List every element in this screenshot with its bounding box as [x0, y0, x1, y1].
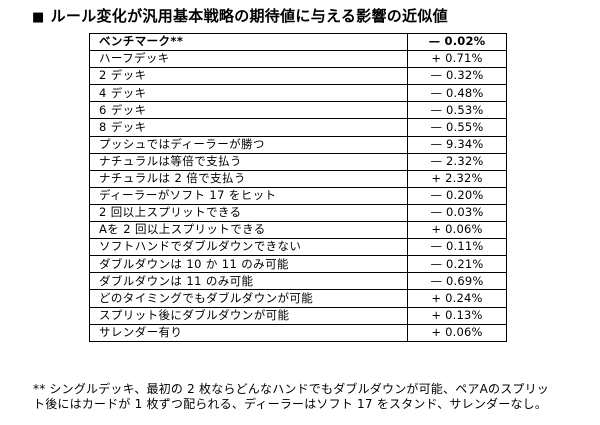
rule-ev-value: + 0.06% [407, 221, 507, 240]
table-row: 2 回以上スプリットできる — 0.03% [89, 203, 507, 223]
rule-ev-value: — 0.03% [407, 203, 507, 223]
rule-ev-value: + 0.24% [407, 289, 507, 308]
table-row: プッシュではディーラーが勝つ — 9.34% [89, 135, 507, 154]
rule-label: ナチュラルは 2 倍で支払う [89, 169, 408, 188]
table-row: サレンダー有り + 0.06% [89, 323, 507, 342]
rule-label: 6 デッキ [89, 101, 408, 120]
rule-label: Aを 2 回以上スプリットできる [89, 221, 408, 240]
rule-label: ダブルダウンは 11 のみ可能 [89, 272, 408, 291]
table-row: ディーラーがソフト 17 をヒット — 0.20% [89, 186, 507, 205]
table-row: 4 デッキ — 0.48% [89, 84, 507, 103]
rule-label: ディーラーがソフト 17 をヒット [89, 186, 408, 205]
rule-label: ハーフデッキ [89, 50, 408, 69]
rule-ev-value: + 0.06% [407, 323, 507, 342]
rule-label: 4 デッキ [89, 84, 408, 103]
rule-ev-value: — 0.53% [407, 101, 507, 120]
table-row: ダブルダウンは 10 か 11 のみ可能 — 0.21% [89, 255, 507, 274]
table-row: ダブルダウンは 11 のみ可能 — 0.69% [89, 272, 507, 291]
square-bullet-icon: ■ [32, 10, 45, 25]
rule-label: ソフトハンドでダブルダウンできない [89, 238, 408, 257]
rule-ev-value: — 0.20% [407, 186, 507, 205]
rule-ev-value: — 0.21% [407, 255, 507, 274]
rule-label: 2 回以上スプリットできる [89, 203, 408, 223]
rule-label: サレンダー有り [89, 323, 408, 342]
rule-ev-value: — 9.34% [407, 135, 507, 154]
rule-ev-value: — 0.32% [407, 67, 507, 86]
rule-ev-value: — 0.69% [407, 272, 507, 291]
table-row: 8 デッキ — 0.55% [89, 118, 507, 137]
rules-table: ベンチマーク** — 0.02% ハーフデッキ + 0.71% 2 デッキ — 0.32%… [89, 32, 507, 342]
table-row: ソフトハンドでダブルダウンできない — 0.11% [89, 238, 507, 257]
table-row: どのタイミングでもダブルダウンが可能 + 0.24% [89, 289, 507, 308]
rule-ev-value: — 0.11% [407, 238, 507, 257]
footnote-line-1: ** シングルデッキ、最初の 2 枚ならどんなハンドでもダブルダウンが可能、ペア… [33, 382, 550, 396]
table-row: Aを 2 回以上スプリットできる + 0.06% [89, 221, 507, 240]
table-row: ナチュラルは等倍で支払う — 2.32% [89, 152, 507, 171]
rule-ev-value: — 2.32% [407, 152, 507, 171]
page-title: ■ ルール変化が汎用基本戦略の期待値に与える影響の近似値 [32, 5, 448, 26]
table-row: ナチュラルは 2 倍で支払う + 2.32% [89, 169, 507, 188]
rule-label: どのタイミングでもダブルダウンが可能 [89, 289, 408, 308]
rules-table-body: ベンチマーク** — 0.02% ハーフデッキ + 0.71% 2 デッキ — 0.32%… [89, 32, 507, 342]
rule-ev-value: — 0.48% [407, 84, 507, 103]
rule-ev-value: — 0.55% [407, 118, 507, 137]
rule-label: スプリット後にダブルダウンが可能 [89, 306, 408, 325]
rule-ev-value: — 0.02% [407, 32, 507, 52]
table-row: ベンチマーク** — 0.02% [89, 32, 507, 52]
rule-label: 8 デッキ [89, 118, 408, 137]
table-row: 6 デッキ — 0.53% [89, 101, 507, 120]
rule-label: ダブルダウンは 10 か 11 のみ可能 [89, 255, 408, 274]
rule-ev-value: + 2.32% [407, 169, 507, 188]
footnote: ** シングルデッキ、最初の 2 枚ならどんなハンドでもダブルダウンが可能、ペア… [33, 382, 549, 412]
rule-label: 2 デッキ [89, 67, 408, 86]
rule-ev-value: + 0.71% [407, 50, 507, 69]
rule-ev-value: + 0.13% [407, 306, 507, 325]
page-title-text: ルール変化が汎用基本戦略の期待値に与える影響の近似値 [50, 7, 448, 25]
table-row: ハーフデッキ + 0.71% [89, 50, 507, 69]
table-row: 2 デッキ — 0.32% [89, 67, 507, 86]
rule-label: ナチュラルは等倍で支払う [89, 152, 408, 171]
rule-label: プッシュではディーラーが勝つ [89, 135, 408, 154]
footnote-line-2: ト後にはカードが 1 枚ずつ配られる、ディーラーはソフト 17 をスタンド、サレ… [33, 397, 548, 411]
table-row: スプリット後にダブルダウンが可能 + 0.13% [89, 306, 507, 325]
rule-label: ベンチマーク** [89, 32, 408, 52]
